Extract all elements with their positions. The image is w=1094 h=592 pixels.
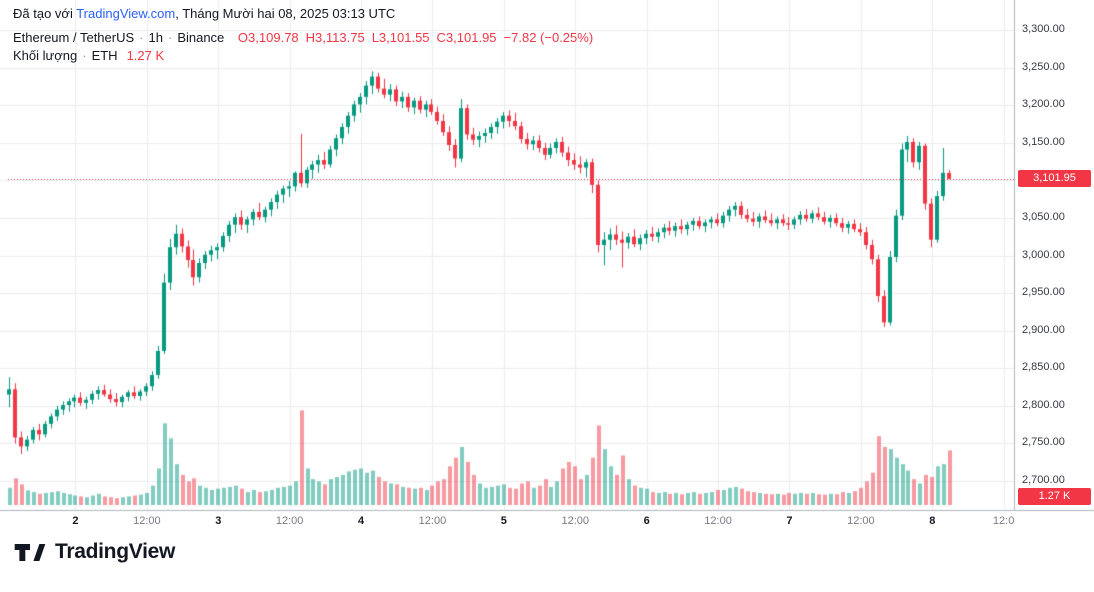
- volume-badge: 1.27 K: [1018, 488, 1091, 505]
- time-axis-day-label: 7: [786, 515, 793, 527]
- low-value: 3,101.55: [378, 30, 430, 45]
- symbol-row: Ethereum / TetherUS · 1h · Binance O3,109.78…: [13, 29, 593, 47]
- ohlc-high: H3,113.75: [306, 30, 365, 45]
- time-axis-day-label: 5: [500, 515, 507, 527]
- open-label: O: [237, 30, 249, 45]
- low-label: L: [371, 30, 379, 45]
- open-value: 3,109.78: [248, 30, 299, 45]
- price-axis-label: 3,200.00: [1022, 98, 1065, 111]
- close-label: C: [436, 30, 446, 45]
- time-axis-hour-label: 12:0: [992, 515, 1014, 527]
- price-axis-label: 3,050.00: [1022, 210, 1065, 223]
- time-axis-hour-label: 12:00: [561, 515, 590, 527]
- volume-study-label[interactable]: Khối lượng: [13, 48, 78, 63]
- price-axis-label: 3,300.00: [1022, 23, 1065, 35]
- tradingview-link[interactable]: TradingView.com: [76, 6, 176, 21]
- price-axis-label: 2,850.00: [1022, 361, 1065, 374]
- volume-symbol: ETH: [91, 48, 118, 63]
- close-value: 3,101.95: [445, 30, 497, 45]
- tradingview-wordmark: TradingView: [55, 540, 176, 563]
- interval-label[interactable]: 1h: [148, 30, 163, 45]
- separator-dot: ·: [82, 48, 87, 63]
- tradingview-logo[interactable]: TradingView: [13, 540, 175, 564]
- time-axis[interactable]: 2 12:00 3 12:00 4 12:00 5 12:00 6 12:00 7 12:00 8 12:…: [0, 511, 1014, 533]
- time-axis-day-label: 2: [72, 515, 79, 527]
- price-axis-label: 2,750.00: [1022, 436, 1065, 449]
- separator-dot: ·: [167, 30, 173, 45]
- attribution: Đã tạo với TradingView.com, Tháng Mười h…: [13, 6, 395, 21]
- volume-row: Khối lượng · ETH 1.27 K: [13, 47, 593, 65]
- time-axis-day-label: 8: [929, 515, 936, 527]
- last-price-badge: 3,101.95: [1018, 170, 1091, 188]
- exchange-label: Binance: [177, 30, 225, 45]
- chart-legend: Ethereum / TetherUS · 1h · Binance O3,109.78…: [13, 29, 593, 65]
- ohlc-values: O3,109.78 H3,113.75 L3,101.55 C3,101.95 −7.8…: [238, 30, 593, 45]
- price-axis[interactable]: 3,101.95 1.27 K 3,300.00 3,250.00 3,200.00…: [1015, 0, 1094, 510]
- ohlc-open: O3,109.78: [238, 30, 299, 45]
- volume-value: 1.27 K: [126, 48, 165, 63]
- high-value: 3,113.75: [315, 30, 365, 45]
- price-axis-label: 3,000.00: [1022, 248, 1065, 261]
- price-axis-label: 2,700.00: [1022, 474, 1065, 486]
- time-axis-hour-label: 12:00: [418, 515, 447, 527]
- time-axis-day-label: 4: [357, 515, 365, 527]
- ohlc-close: C3,101.95: [437, 30, 497, 45]
- change-value: −7.82 (−0.25%): [503, 30, 594, 45]
- time-axis-hour-label: 12:00: [704, 515, 732, 527]
- price-axis-label: 2,900.00: [1022, 323, 1065, 336]
- symbol-title[interactable]: Ethereum / TetherUS: [13, 30, 135, 45]
- time-axis-hour-label: 12:00: [133, 515, 161, 527]
- separator-dot: ·: [139, 30, 144, 45]
- time-axis-day-label: 3: [215, 515, 222, 527]
- price-axis-label: 2,950.00: [1022, 286, 1065, 299]
- attribution-timestamp: , Tháng Mười hai 08, 2025 03:13 UTC: [175, 6, 396, 21]
- time-axis-day-label: 6: [643, 515, 650, 527]
- price-axis-label: 3,150.00: [1022, 135, 1065, 148]
- time-axis-hour-label: 12:00: [847, 515, 875, 527]
- price-axis-label: 2,800.00: [1022, 398, 1065, 411]
- ohlc-low: L3,101.55: [372, 30, 430, 45]
- price-axis-label: 3,250.00: [1022, 60, 1065, 73]
- time-axis-hour-label: 12:00: [275, 515, 304, 527]
- high-label: H: [305, 30, 316, 45]
- tradingview-mark-icon: [14, 543, 46, 561]
- attribution-prefix: Đã tạo với: [13, 6, 77, 21]
